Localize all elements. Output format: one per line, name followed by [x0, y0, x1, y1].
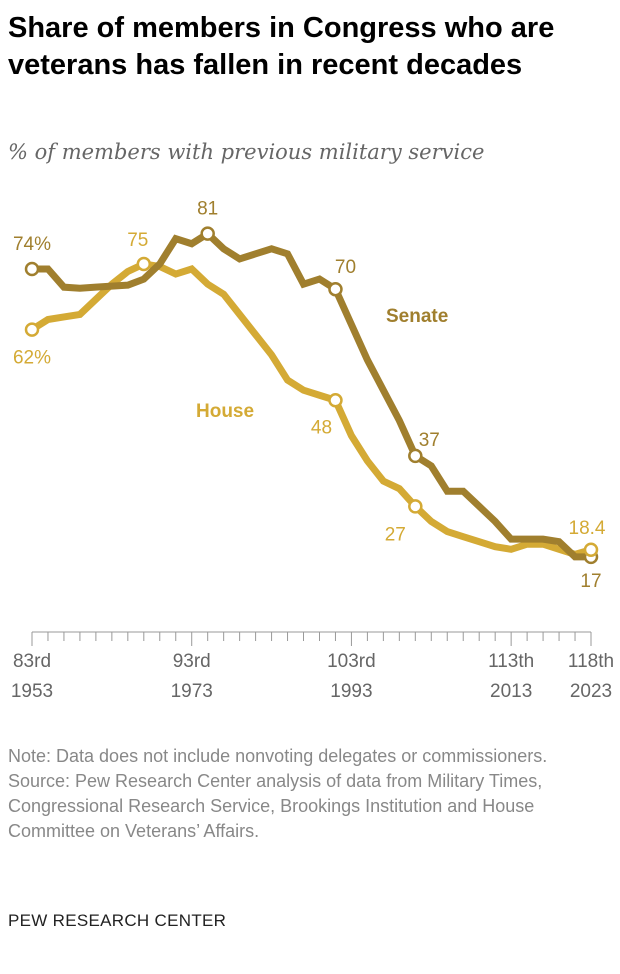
data-label: 18.4	[569, 518, 606, 539]
data-point-marker	[200, 226, 215, 241]
series-label-house: House	[196, 401, 254, 422]
data-label: 70	[335, 257, 356, 278]
chart-title: Share of members in Congress who are vet…	[8, 12, 555, 81]
data-point-marker	[583, 542, 599, 558]
data-point-marker	[328, 281, 343, 297]
data-label: 37	[419, 430, 440, 451]
x-tick-year: 1953	[11, 681, 53, 702]
x-tick-year: 1973	[171, 681, 213, 702]
data-point-marker	[24, 322, 40, 337]
data-label: 81	[197, 199, 218, 220]
note-text: Note: Data does not include nonvoting de…	[8, 746, 548, 766]
x-tick-year: 1993	[330, 681, 372, 702]
series-line-senate	[32, 229, 591, 561]
data-label: 62%	[13, 348, 51, 369]
x-tick-label: 113th	[488, 651, 534, 672]
data-point-marker	[24, 261, 40, 277]
data-label: 48	[311, 417, 332, 438]
chart-subtitle: % of members with previous military serv…	[8, 140, 485, 164]
x-tick-label: 103rd	[327, 651, 376, 672]
data-label: 27	[385, 524, 406, 545]
data-label: 75	[127, 230, 148, 251]
series-label-senate: Senate	[386, 306, 448, 327]
data-point-marker	[136, 256, 152, 272]
data-point-marker	[408, 448, 423, 464]
x-tick-label: 118th	[568, 651, 614, 672]
line-chart: 83rd 1953 93rd 1973 103rd 1993 113th 2013 118th 2…	[11, 199, 614, 702]
data-label: 17	[580, 571, 601, 592]
x-tick-year: 2013	[490, 681, 532, 702]
notes: Note: Data does not include nonvoting de…	[8, 744, 618, 844]
x-tick-label: 83rd	[13, 651, 51, 672]
data-point-marker	[328, 393, 343, 408]
data-label: 74%	[13, 234, 51, 255]
x-tick-label: 93rd	[173, 651, 211, 672]
series-line-house	[30, 260, 592, 558]
brand-name: PEW RESEARCH CENTER	[8, 911, 227, 930]
x-tick-year: 2023	[570, 681, 612, 702]
source-text: Source: Pew Research Center analysis of …	[8, 771, 543, 841]
data-point-marker	[408, 499, 423, 514]
